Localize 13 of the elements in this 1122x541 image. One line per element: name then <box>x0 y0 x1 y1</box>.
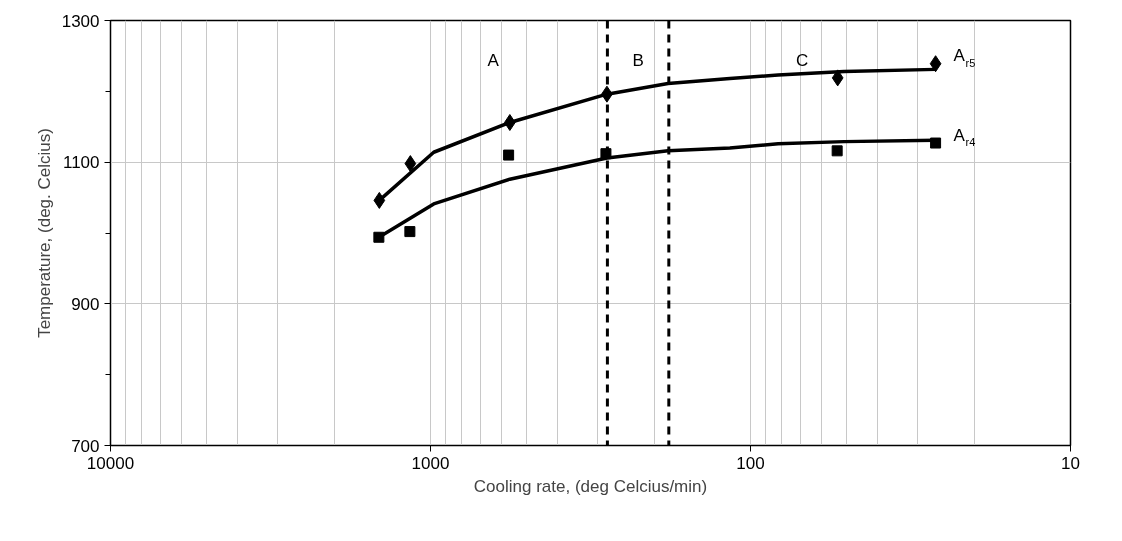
y-tick-label: 900 <box>71 294 100 314</box>
annotation: C <box>796 51 809 70</box>
y-tick-label: 700 <box>71 436 100 456</box>
x-axis-title: Cooling rate, (deg Celcius/min) <box>473 476 708 496</box>
x-tick-label: 1000 <box>411 453 450 473</box>
y-tick-label: 1300 <box>61 11 100 31</box>
y-axis-title: Temperature, (deg. Celcius) <box>34 128 54 338</box>
x-tick-label: 10000 <box>86 453 135 473</box>
annotation: A <box>487 51 500 70</box>
y-tick-label: 1100 <box>62 153 100 173</box>
annotation: B <box>632 51 644 70</box>
x-tick-label: 10 <box>1061 453 1080 473</box>
x-tick-label: 100 <box>736 453 765 473</box>
